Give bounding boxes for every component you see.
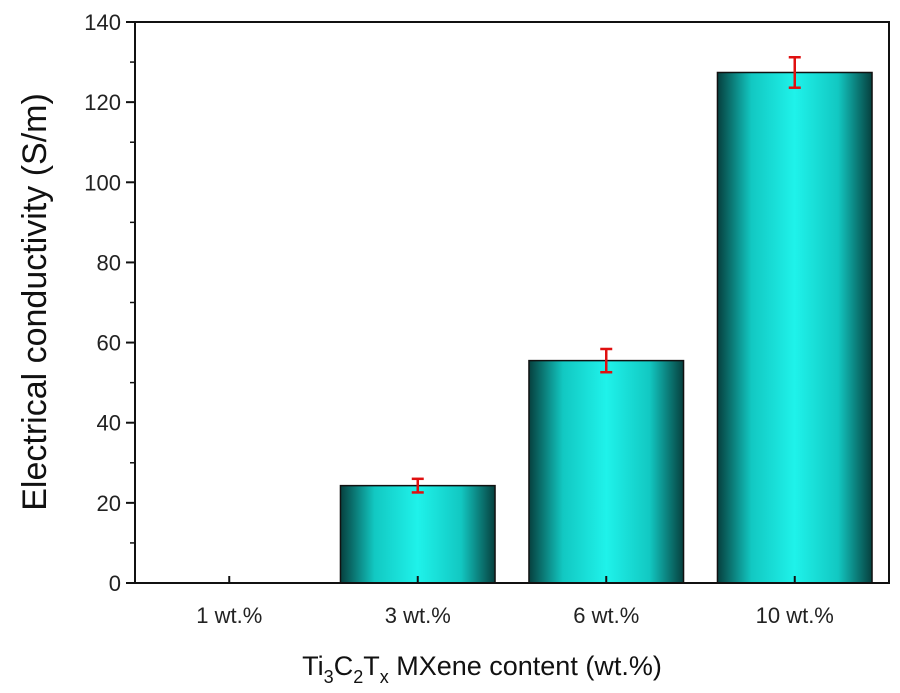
x-axis-title-sub-3: 3 [324, 667, 334, 687]
x-tick-label: 10 wt.% [756, 603, 834, 628]
bar-2 [339, 484, 496, 584]
y-tick-label: 60 [97, 331, 121, 356]
x-axis-title-c: C [334, 651, 354, 681]
y-tick-label: 120 [84, 90, 121, 115]
y-tick-label: 140 [84, 10, 121, 35]
x-axis-title-t: T [363, 651, 380, 681]
y-tick-label: 100 [84, 170, 121, 195]
bar-3 [528, 359, 685, 584]
y-axis-ticks: 0 20 40 60 80 100 120 140 [84, 10, 135, 596]
error-bar-3 [600, 347, 613, 374]
x-tick-label: 3 wt.% [385, 603, 451, 628]
bars-layer [339, 71, 873, 584]
x-axis-title: Ti3C2Tx MXene content (wt.%) [302, 651, 662, 687]
bar-4 [716, 71, 873, 584]
x-axis-title-sub-x: x [380, 667, 389, 687]
y-tick-label: 0 [109, 571, 121, 596]
x-axis-title-ti: Ti [302, 651, 324, 681]
error-bars-layer [411, 56, 801, 494]
error-bar-2 [411, 477, 424, 494]
y-axis-title: Electrical conductivity (S/m) [16, 93, 54, 511]
x-axis-ticks: 1 wt.% 3 wt.% 6 wt.% 10 wt.% [196, 576, 834, 628]
y-tick-label: 40 [97, 411, 121, 436]
x-tick-label: 6 wt.% [573, 603, 639, 628]
error-bar-4 [788, 56, 801, 89]
x-axis-title-sub-2: 2 [353, 667, 363, 687]
y-tick-label: 20 [97, 491, 121, 516]
y-tick-label: 80 [97, 250, 121, 275]
x-tick-label: 1 wt.% [196, 603, 262, 628]
x-axis-title-suffix: MXene content (wt.%) [389, 651, 662, 681]
